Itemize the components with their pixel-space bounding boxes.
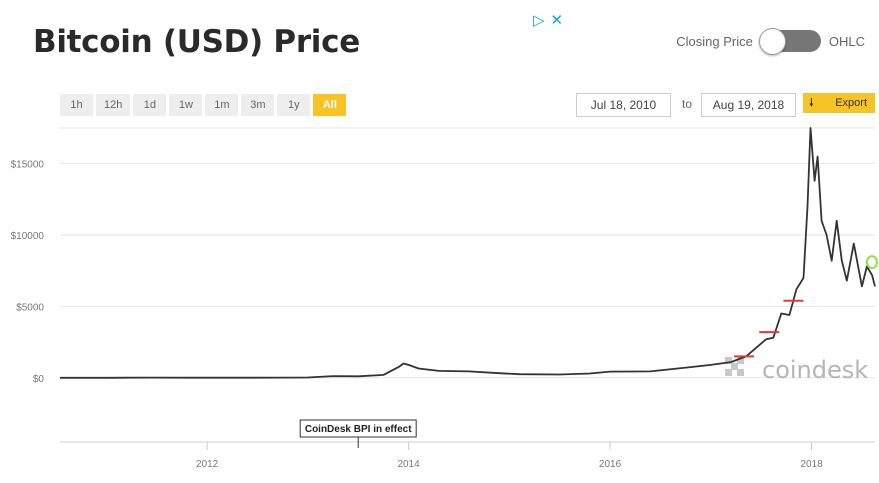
range-button-1m[interactable]: 1m xyxy=(205,94,239,116)
export-label: Export xyxy=(835,97,867,109)
x-tick-label: 2014 xyxy=(397,459,420,470)
range-button-1d[interactable]: 1d xyxy=(133,94,167,116)
x-tick-label: 2016 xyxy=(599,459,622,470)
close-icon[interactable]: ✕ xyxy=(550,12,564,29)
price-line xyxy=(60,127,876,379)
coindesk-logo-icon xyxy=(737,357,744,364)
download-arrow-icon: 🠗 xyxy=(809,97,814,109)
range-button-1h[interactable]: 1h xyxy=(60,94,93,116)
x-tick-label: 2018 xyxy=(800,459,823,470)
y-tick-label: $5000 xyxy=(16,302,44,313)
to-date-input[interactable]: Aug 19, 2018 xyxy=(701,93,796,117)
toggle-knob[interactable] xyxy=(758,28,786,55)
price-mode-toggle-group: Closing Price OHLC xyxy=(676,28,865,55)
watermark-text: coindesk xyxy=(762,356,868,384)
highlight-circle-marker xyxy=(865,255,878,270)
range-button-3m[interactable]: 3m xyxy=(241,94,275,116)
range-button-1y[interactable]: 1y xyxy=(277,94,311,116)
coindesk-logo-icon xyxy=(737,369,744,376)
closing-price-label: Closing Price xyxy=(676,33,753,49)
ohlc-label: OHLC xyxy=(828,33,865,49)
ad-icons: ▷ ✕ xyxy=(533,11,569,29)
y-tick-label: $15000 xyxy=(11,160,45,171)
coindesk-logo-icon xyxy=(725,357,732,364)
adchoices-play-icon[interactable]: ▷ xyxy=(533,12,545,29)
to-label: to xyxy=(682,97,693,111)
coindesk-logo-icon xyxy=(731,363,738,370)
export-button[interactable]: 🠗 Export xyxy=(803,93,875,113)
from-date-input[interactable]: Jul 18, 2010 xyxy=(576,93,671,117)
range-button-1w[interactable]: 1w xyxy=(169,94,203,116)
coindesk-logo-icon xyxy=(725,369,732,376)
page-title: Bitcoin (USD) Price xyxy=(33,24,360,60)
price-mode-toggle[interactable] xyxy=(758,28,821,55)
annotation-flag-label: CoinDesk BPI in effect xyxy=(305,424,412,435)
range-selector: 1h 12h 1d 1w 1m 3m 1y All xyxy=(60,94,347,116)
range-button-12h[interactable]: 12h xyxy=(96,94,131,116)
range-button-all[interactable]: All xyxy=(313,94,347,116)
x-tick-label: 2012 xyxy=(196,459,219,470)
y-tick-label: $10000 xyxy=(11,231,45,242)
y-tick-label: $0 xyxy=(33,374,45,385)
